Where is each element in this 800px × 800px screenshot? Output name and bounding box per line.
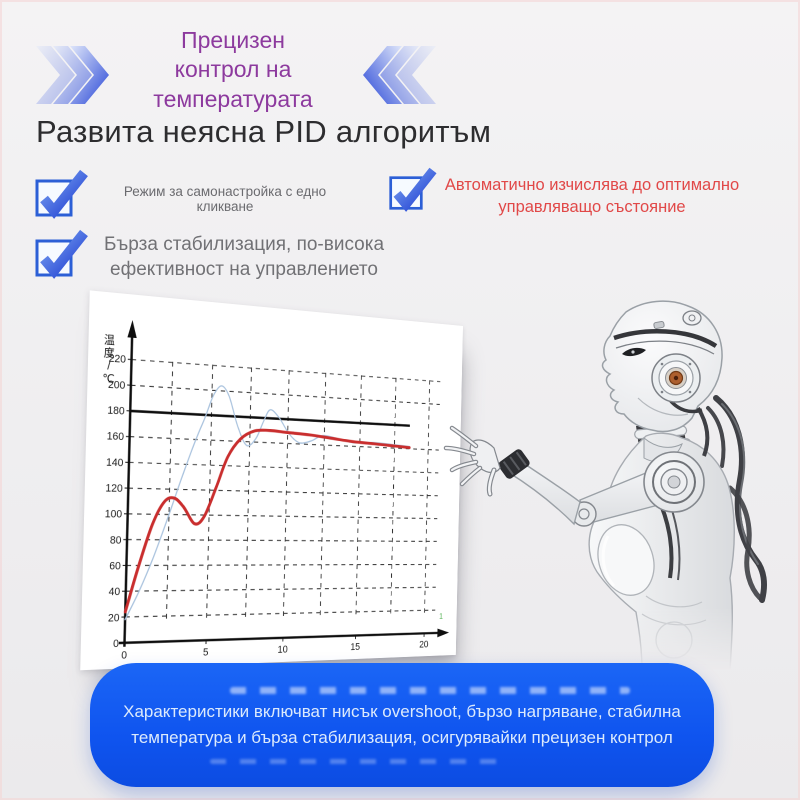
svg-text:20: 20 bbox=[108, 612, 120, 624]
shoulder-joint bbox=[643, 451, 705, 513]
robot-image bbox=[443, 300, 767, 671]
svg-text:15: 15 bbox=[350, 642, 360, 653]
badge-title: Прецизен контрол на температурата bbox=[153, 27, 313, 112]
svg-text:200: 200 bbox=[108, 379, 126, 392]
svg-text:220: 220 bbox=[109, 353, 127, 366]
checkbox-checked-icon bbox=[35, 229, 88, 279]
svg-text:10: 10 bbox=[277, 644, 287, 656]
head-cap bbox=[682, 310, 702, 326]
checkbox-checked-icon bbox=[35, 169, 88, 219]
page-title: Развита неясна PID алгоритъм bbox=[36, 114, 492, 149]
svg-text:160: 160 bbox=[107, 431, 125, 444]
feature-label-stabilization: Бърза стабилизация, по-висока ефективнос… bbox=[103, 234, 385, 281]
svg-text:温度/℃: 温度/℃ bbox=[102, 332, 116, 386]
erased-text-smudge bbox=[230, 687, 630, 694]
svg-text:1: 1 bbox=[439, 612, 443, 621]
svg-text:0: 0 bbox=[121, 649, 127, 661]
robot-arm bbox=[443, 425, 663, 527]
svg-text:20: 20 bbox=[419, 639, 428, 650]
checkbox-checked-icon bbox=[389, 167, 437, 212]
chart-card: 0 20 40 60 80 100 120 140 160 180 200 220 0 5 10 15 20 温度… bbox=[80, 290, 463, 671]
svg-text:0: 0 bbox=[113, 638, 119, 650]
erased-text-smudge bbox=[210, 759, 510, 764]
svg-text:140: 140 bbox=[106, 456, 124, 469]
svg-text:180: 180 bbox=[107, 405, 125, 418]
head-band bbox=[613, 329, 718, 348]
ear-module bbox=[651, 353, 701, 403]
robot-head bbox=[601, 300, 723, 457]
svg-text:120: 120 bbox=[105, 482, 123, 495]
feature-label-autotune: Режим за самонастройка с едно кликване bbox=[123, 184, 327, 214]
svg-text:40: 40 bbox=[108, 586, 120, 598]
chest-plate bbox=[597, 524, 655, 596]
banner-text: Характеристики включват нисък overshoot,… bbox=[123, 702, 681, 748]
temperature-chart: 0 20 40 60 80 100 120 140 160 180 200 220 0 5 10 15 20 温度… bbox=[102, 319, 450, 662]
wrist-joint bbox=[498, 449, 530, 479]
cable-bundle bbox=[706, 395, 767, 603]
svg-text:80: 80 bbox=[110, 534, 122, 546]
svg-text:60: 60 bbox=[109, 560, 121, 572]
chevron-right-icon bbox=[36, 46, 109, 104]
features-banner: Характеристики включват нисък overshoot,… bbox=[90, 663, 714, 787]
svg-text:100: 100 bbox=[105, 508, 123, 520]
fingers bbox=[443, 425, 497, 497]
svg-text:5: 5 bbox=[203, 647, 209, 659]
feature-label-autocalc: Автоматично изчислява до оптимално управ… bbox=[444, 176, 740, 217]
chevron-left-icon bbox=[363, 46, 436, 104]
